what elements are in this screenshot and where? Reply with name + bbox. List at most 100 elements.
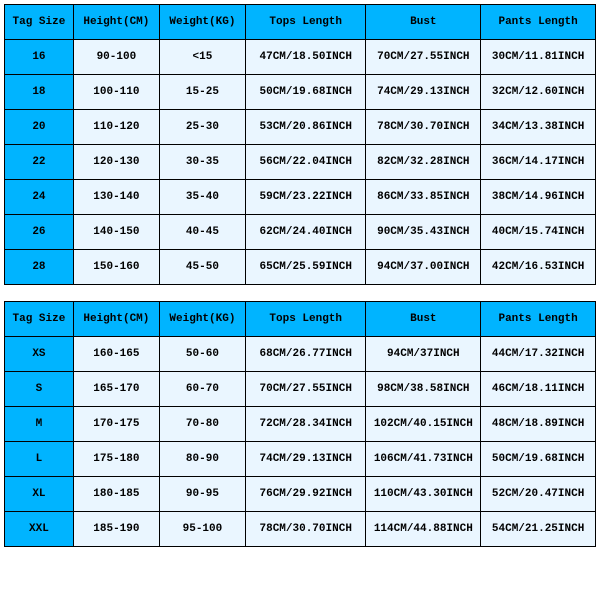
cell-tag-size: L (5, 442, 74, 477)
col-height: Height(CM) (73, 5, 159, 40)
size-table-kids: Tag Size Height(CM) Weight(KG) Tops Leng… (4, 4, 596, 285)
table-row: 28150-16045-5065CM/25.59INCH94CM/37.00IN… (5, 250, 596, 285)
cell-value: 90CM/35.43INCH (366, 215, 481, 250)
header-row: Tag Size Height(CM) Weight(KG) Tops Leng… (5, 302, 596, 337)
cell-tag-size: 28 (5, 250, 74, 285)
cell-tag-size: XL (5, 477, 74, 512)
table-row: 24130-14035-4059CM/23.22INCH86CM/33.85IN… (5, 180, 596, 215)
cell-value: 170-175 (73, 407, 159, 442)
cell-tag-size: XS (5, 337, 74, 372)
table-row: XXL185-19095-10078CM/30.70INCH114CM/44.8… (5, 512, 596, 547)
cell-value: 185-190 (73, 512, 159, 547)
cell-value: 102CM/40.15INCH (366, 407, 481, 442)
cell-value: 100-110 (73, 75, 159, 110)
cell-value: 44CM/17.32INCH (481, 337, 596, 372)
cell-value: 52CM/20.47INCH (481, 477, 596, 512)
cell-value: 165-170 (73, 372, 159, 407)
cell-value: 114CM/44.88INCH (366, 512, 481, 547)
cell-value: 72CM/28.34INCH (245, 407, 365, 442)
cell-value: 53CM/20.86INCH (245, 110, 365, 145)
cell-value: 90-95 (159, 477, 245, 512)
cell-value: 32CM/12.60INCH (481, 75, 596, 110)
cell-value: 30-35 (159, 145, 245, 180)
cell-value: 78CM/30.70INCH (245, 512, 365, 547)
cell-value: 76CM/29.92INCH (245, 477, 365, 512)
cell-value: 38CM/14.96INCH (481, 180, 596, 215)
table-row: 18100-11015-2550CM/19.68INCH74CM/29.13IN… (5, 75, 596, 110)
cell-tag-size: 18 (5, 75, 74, 110)
cell-value: 42CM/16.53INCH (481, 250, 596, 285)
cell-value: 110-120 (73, 110, 159, 145)
cell-value: 34CM/13.38INCH (481, 110, 596, 145)
cell-tag-size: XXL (5, 512, 74, 547)
cell-value: 50CM/19.68INCH (245, 75, 365, 110)
cell-value: 90-100 (73, 40, 159, 75)
cell-value: 106CM/41.73INCH (366, 442, 481, 477)
table-row: 26140-15040-4562CM/24.40INCH90CM/35.43IN… (5, 215, 596, 250)
cell-value: 25-30 (159, 110, 245, 145)
col-bust: Bust (366, 5, 481, 40)
col-weight: Weight(KG) (159, 302, 245, 337)
cell-value: 15-25 (159, 75, 245, 110)
cell-tag-size: 22 (5, 145, 74, 180)
cell-value: 68CM/26.77INCH (245, 337, 365, 372)
cell-value: 140-150 (73, 215, 159, 250)
cell-value: 54CM/21.25INCH (481, 512, 596, 547)
cell-value: 175-180 (73, 442, 159, 477)
cell-value: 74CM/29.13INCH (366, 75, 481, 110)
cell-tag-size: M (5, 407, 74, 442)
cell-value: 74CM/29.13INCH (245, 442, 365, 477)
table-row: XL180-18590-9576CM/29.92INCH110CM/43.30I… (5, 477, 596, 512)
cell-tag-size: 16 (5, 40, 74, 75)
cell-value: 120-130 (73, 145, 159, 180)
cell-value: 40CM/15.74INCH (481, 215, 596, 250)
cell-value: 46CM/18.11INCH (481, 372, 596, 407)
cell-tag-size: 26 (5, 215, 74, 250)
cell-value: 62CM/24.40INCH (245, 215, 365, 250)
header-row: Tag Size Height(CM) Weight(KG) Tops Leng… (5, 5, 596, 40)
cell-value: 56CM/22.04INCH (245, 145, 365, 180)
cell-value: 47CM/18.50INCH (245, 40, 365, 75)
cell-value: 50-60 (159, 337, 245, 372)
table-row: S165-17060-7070CM/27.55INCH98CM/38.58INC… (5, 372, 596, 407)
cell-value: 94CM/37.00INCH (366, 250, 481, 285)
cell-value: 40-45 (159, 215, 245, 250)
cell-value: 98CM/38.58INCH (366, 372, 481, 407)
table-row: XS160-16550-6068CM/26.77INCH94CM/37INCH4… (5, 337, 596, 372)
table: Tag Size Height(CM) Weight(KG) Tops Leng… (4, 4, 596, 285)
table-row: 22120-13030-3556CM/22.04INCH82CM/32.28IN… (5, 145, 596, 180)
cell-value: 70CM/27.55INCH (366, 40, 481, 75)
size-table-adult: Tag Size Height(CM) Weight(KG) Tops Leng… (4, 301, 596, 547)
cell-value: 150-160 (73, 250, 159, 285)
cell-value: 35-40 (159, 180, 245, 215)
table-row: 1690-100<1547CM/18.50INCH70CM/27.55INCH3… (5, 40, 596, 75)
cell-value: 80-90 (159, 442, 245, 477)
col-tag-size: Tag Size (5, 5, 74, 40)
col-height: Height(CM) (73, 302, 159, 337)
cell-value: <15 (159, 40, 245, 75)
cell-value: 59CM/23.22INCH (245, 180, 365, 215)
cell-value: 65CM/25.59INCH (245, 250, 365, 285)
col-pants-length: Pants Length (481, 5, 596, 40)
cell-value: 45-50 (159, 250, 245, 285)
col-tops-length: Tops Length (245, 5, 365, 40)
cell-value: 82CM/32.28INCH (366, 145, 481, 180)
cell-value: 78CM/30.70INCH (366, 110, 481, 145)
cell-value: 180-185 (73, 477, 159, 512)
cell-value: 94CM/37INCH (366, 337, 481, 372)
table: Tag Size Height(CM) Weight(KG) Tops Leng… (4, 301, 596, 547)
cell-value: 36CM/14.17INCH (481, 145, 596, 180)
cell-tag-size: 20 (5, 110, 74, 145)
col-tops-length: Tops Length (245, 302, 365, 337)
cell-value: 50CM/19.68INCH (481, 442, 596, 477)
cell-tag-size: 24 (5, 180, 74, 215)
cell-value: 70-80 (159, 407, 245, 442)
cell-value: 60-70 (159, 372, 245, 407)
cell-value: 130-140 (73, 180, 159, 215)
col-tag-size: Tag Size (5, 302, 74, 337)
cell-value: 48CM/18.89INCH (481, 407, 596, 442)
col-weight: Weight(KG) (159, 5, 245, 40)
table-row: L175-18080-9074CM/29.13INCH106CM/41.73IN… (5, 442, 596, 477)
table-body: XS160-16550-6068CM/26.77INCH94CM/37INCH4… (5, 337, 596, 547)
col-bust: Bust (366, 302, 481, 337)
